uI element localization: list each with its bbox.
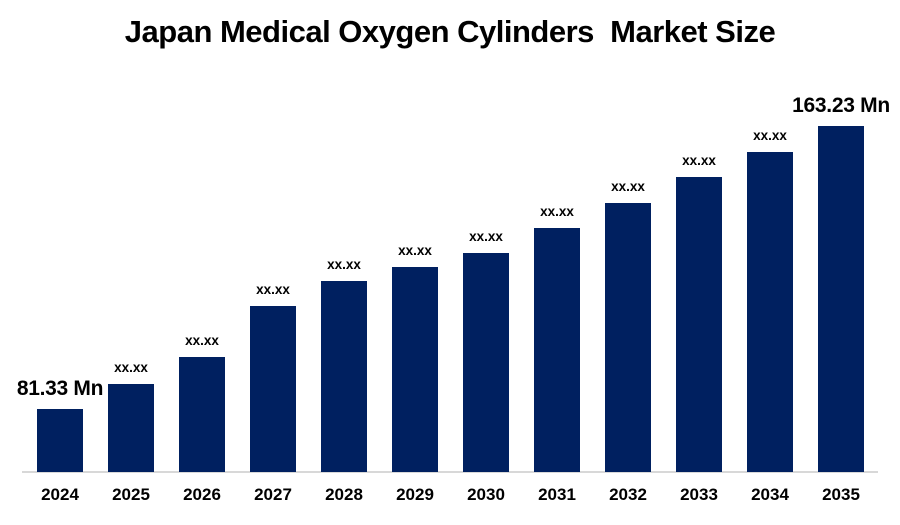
x-axis-line	[22, 471, 878, 473]
bar-2031	[534, 228, 580, 472]
x-tick-label-2032: 2032	[609, 485, 647, 504]
chart-title: Japan Medical Oxygen Cylinders Market Si…	[124, 14, 776, 49]
bar-value-label-2030: xx.xx	[469, 228, 503, 244]
x-tick-label-2024: 2024	[41, 485, 79, 504]
bar-2024	[37, 409, 83, 472]
bar-2029	[392, 267, 438, 472]
x-tick-label-2034: 2034	[751, 485, 789, 504]
x-tick-label-2033: 2033	[680, 485, 718, 504]
bar-value-label-2032: xx.xx	[611, 178, 645, 194]
bar-2026	[179, 357, 225, 472]
bar-value-label-2035: 163.23 Mn	[792, 94, 890, 117]
x-tick-label-2030: 2030	[467, 485, 505, 504]
bar-2027	[250, 306, 296, 472]
x-tick-label-2028: 2028	[325, 485, 363, 504]
x-tick-label-2035: 2035	[822, 485, 860, 504]
bar-2033	[676, 177, 722, 472]
bar-2032	[605, 203, 651, 472]
x-tick-label-2026: 2026	[183, 485, 221, 504]
bar-2035	[818, 126, 864, 472]
bar-value-label-2024: 81.33 Mn	[16, 377, 104, 400]
bar-value-label-2028: xx.xx	[327, 256, 361, 272]
bar-2030	[463, 253, 509, 472]
bar-value-label-2025: xx.xx	[114, 359, 148, 375]
bar-value-label-2034: xx.xx	[753, 127, 787, 143]
bar-value-label-2026: xx.xx	[185, 332, 219, 348]
bar-value-label-2033: xx.xx	[682, 152, 716, 168]
x-tick-label-2025: 2025	[112, 485, 150, 504]
x-tick-label-2027: 2027	[254, 485, 292, 504]
bar-2034	[747, 152, 793, 472]
x-tick-label-2029: 2029	[396, 485, 434, 504]
bar-2028	[321, 281, 367, 472]
bar-value-label-2031: xx.xx	[540, 203, 574, 219]
x-tick-label-2031: 2031	[538, 485, 576, 504]
bar-2025	[108, 384, 154, 472]
bar-value-label-2029: xx.xx	[398, 242, 432, 258]
bar-value-label-2027: xx.xx	[256, 281, 290, 297]
